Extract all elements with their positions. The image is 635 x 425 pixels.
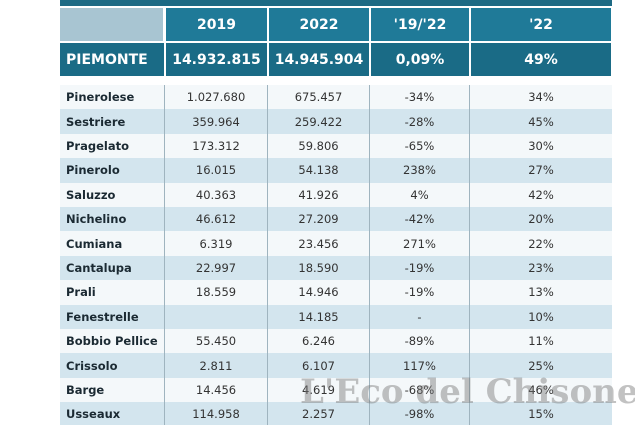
data-cell: -65% <box>370 133 470 159</box>
data-cell: 40.363 <box>165 182 268 207</box>
header-cell: '22 <box>471 8 611 41</box>
row-label: Prali <box>60 280 165 305</box>
data-cell: 1.027.680 <box>165 85 268 110</box>
data-cell: -68% <box>370 377 470 403</box>
data-cell: 675.457 <box>268 85 370 110</box>
header-cell: 2022 <box>269 8 369 41</box>
header-strip <box>60 0 612 6</box>
data-cell: 25% <box>470 353 612 378</box>
data-cell: 46% <box>470 377 612 403</box>
data-cell: 114.958 <box>165 402 268 425</box>
data-cell: 2.811 <box>165 353 268 378</box>
data-cell: -98% <box>370 402 470 425</box>
data-cell: -42% <box>370 207 470 232</box>
total-cell: PIEMONTE <box>60 43 164 76</box>
data-cell: 14.456 <box>165 377 268 403</box>
data-cell: 20% <box>470 207 612 232</box>
data-cell: 15% <box>470 402 612 425</box>
data-cell: 14.946 <box>268 280 370 305</box>
data-cell: 34% <box>470 85 612 110</box>
row-label: Crissolo <box>60 353 165 378</box>
total-cell: 14.945.904 <box>269 43 369 76</box>
data-cell: 6.319 <box>165 231 268 256</box>
total-cell: 14.932.815 <box>166 43 267 76</box>
data-cell: 18.590 <box>268 255 370 281</box>
data-cell: 238% <box>370 158 470 183</box>
data-cell: 45% <box>470 109 612 134</box>
data-cell: 27.209 <box>268 207 370 232</box>
data-cell: 27% <box>470 158 612 183</box>
data-cell: 22.997 <box>165 255 268 281</box>
row-label: Barge <box>60 377 165 403</box>
data-cell: 42% <box>470 182 612 207</box>
data-cell: 4% <box>370 182 470 207</box>
data-cell: 10% <box>470 304 612 329</box>
row-label: Cumiana <box>60 231 165 256</box>
data-cell: 16.015 <box>165 158 268 183</box>
data-cell: 359.964 <box>165 109 268 134</box>
row-label: Bobbio Pellice <box>60 329 165 354</box>
data-cell: - <box>370 304 470 329</box>
header-cell: 2019 <box>166 8 267 41</box>
data-cell: 2.257 <box>268 402 370 425</box>
data-cell: 23% <box>470 255 612 281</box>
data-cell: 117% <box>370 353 470 378</box>
data-cell: 41.926 <box>268 182 370 207</box>
data-cell: 259.422 <box>268 109 370 134</box>
row-label: Pinerolo <box>60 158 165 183</box>
header-cell <box>60 8 163 41</box>
data-cell: 46.612 <box>165 207 268 232</box>
data-cell: 271% <box>370 231 470 256</box>
watermark: L'Eco del Chisone.it <box>300 372 635 412</box>
data-cell: -34% <box>370 85 470 110</box>
row-label: Nichelino <box>60 207 165 232</box>
data-cell: 6.246 <box>268 329 370 354</box>
row-label: Pinerolese <box>60 85 165 110</box>
data-cell: 11% <box>470 329 612 354</box>
row-label: Fenestrelle <box>60 304 165 329</box>
data-cell: 55.450 <box>165 329 268 354</box>
data-cell: 18.559 <box>165 280 268 305</box>
data-cell: -19% <box>370 280 470 305</box>
data-cell: 4.619 <box>268 377 370 403</box>
data-cell: 59.806 <box>268 133 370 159</box>
row-label: Usseaux <box>60 402 165 425</box>
data-cell <box>165 304 268 329</box>
data-cell: 173.312 <box>165 133 268 159</box>
data-cell: 22% <box>470 231 612 256</box>
data-cell: 54.138 <box>268 158 370 183</box>
total-cell: 0,09% <box>371 43 469 76</box>
data-cell: -19% <box>370 255 470 281</box>
data-cell: 13% <box>470 280 612 305</box>
data-cell: 6.107 <box>268 353 370 378</box>
data-cell: 30% <box>470 133 612 159</box>
data-cell: 23.456 <box>268 231 370 256</box>
header-cell: '19/'22 <box>371 8 469 41</box>
row-label: Pragelato <box>60 133 165 159</box>
row-label: Cantalupa <box>60 255 165 281</box>
data-cell: -28% <box>370 109 470 134</box>
row-label: Saluzzo <box>60 182 165 207</box>
data-cell: -89% <box>370 329 470 354</box>
data-cell: 14.185 <box>268 304 370 329</box>
row-label: Sestriere <box>60 109 165 134</box>
total-cell: 49% <box>471 43 611 76</box>
